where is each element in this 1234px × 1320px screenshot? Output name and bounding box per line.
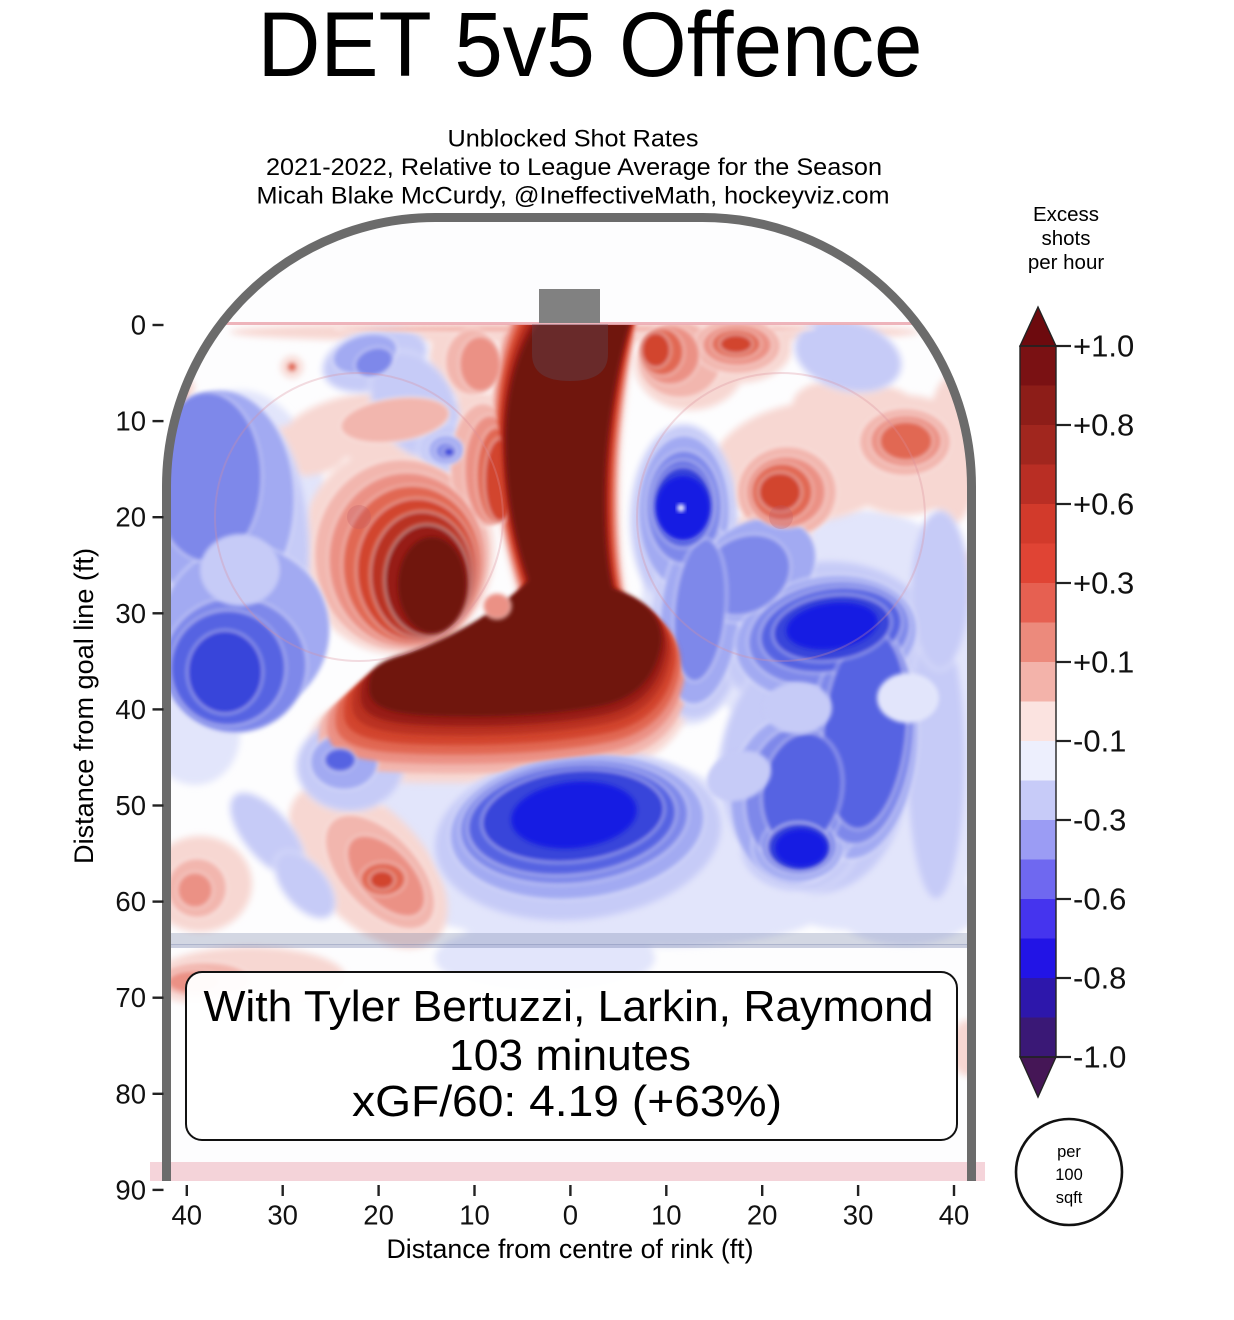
svg-text:Unblocked Shot Rates: Unblocked Shot Rates	[448, 126, 699, 153]
svg-text:-0.1: -0.1	[1073, 724, 1126, 759]
svg-text:per: per	[1057, 1143, 1081, 1161]
svg-text:103 minutes: 103 minutes	[449, 1031, 691, 1080]
svg-text:10: 10	[651, 1200, 682, 1231]
svg-text:0: 0	[131, 310, 146, 341]
svg-text:2021-2022, Relative to League: 2021-2022, Relative to League Average fo…	[266, 154, 882, 181]
svg-text:10: 10	[459, 1200, 490, 1231]
svg-text:20: 20	[363, 1200, 394, 1231]
svg-text:30: 30	[843, 1200, 874, 1231]
svg-text:Distance from centre of rink (: Distance from centre of rink (ft)	[387, 1234, 754, 1264]
svg-text:20: 20	[747, 1200, 778, 1231]
svg-text:-1.0: -1.0	[1073, 1040, 1126, 1075]
svg-text:+0.3: +0.3	[1073, 566, 1134, 601]
svg-text:Distance from goal line (ft): Distance from goal line (ft)	[69, 548, 99, 864]
svg-text:90: 90	[115, 1174, 146, 1205]
svg-text:Micah Blake McCurdy, @Ineffect: Micah Blake McCurdy, @IneffectiveMath, h…	[257, 183, 890, 210]
svg-text:50: 50	[115, 790, 146, 821]
svg-text:70: 70	[115, 982, 146, 1013]
svg-text:+1.0: +1.0	[1073, 329, 1134, 364]
svg-text:-0.6: -0.6	[1073, 882, 1126, 917]
svg-text:+0.8: +0.8	[1073, 408, 1134, 443]
svg-text:Excess: Excess	[1033, 203, 1099, 226]
svg-text:60: 60	[115, 886, 146, 917]
svg-text:DET 5v5 Offence: DET 5v5 Offence	[258, 0, 923, 96]
svg-text:80: 80	[115, 1078, 146, 1109]
svg-text:40: 40	[115, 694, 146, 725]
svg-text:30: 30	[115, 598, 146, 629]
svg-text:100: 100	[1055, 1166, 1083, 1184]
svg-text:40: 40	[172, 1200, 203, 1231]
svg-text:With Tyler Bertuzzi, Larkin, R: With Tyler Bertuzzi, Larkin, Raymond	[204, 982, 934, 1031]
svg-text:+0.6: +0.6	[1073, 487, 1134, 522]
svg-text:-0.8: -0.8	[1073, 961, 1126, 996]
svg-text:sqft: sqft	[1056, 1189, 1083, 1207]
svg-text:20: 20	[115, 502, 146, 533]
svg-text:0: 0	[563, 1200, 578, 1231]
svg-text:+0.1: +0.1	[1073, 645, 1134, 680]
svg-text:per hour: per hour	[1028, 251, 1105, 274]
svg-text:xGF/60: 4.19 (+63%): xGF/60: 4.19 (+63%)	[352, 1077, 782, 1126]
svg-text:-0.3: -0.3	[1073, 803, 1126, 838]
svg-text:10: 10	[115, 406, 146, 437]
svg-text:30: 30	[267, 1200, 298, 1231]
svg-text:shots: shots	[1042, 227, 1091, 250]
svg-text:40: 40	[939, 1200, 970, 1231]
